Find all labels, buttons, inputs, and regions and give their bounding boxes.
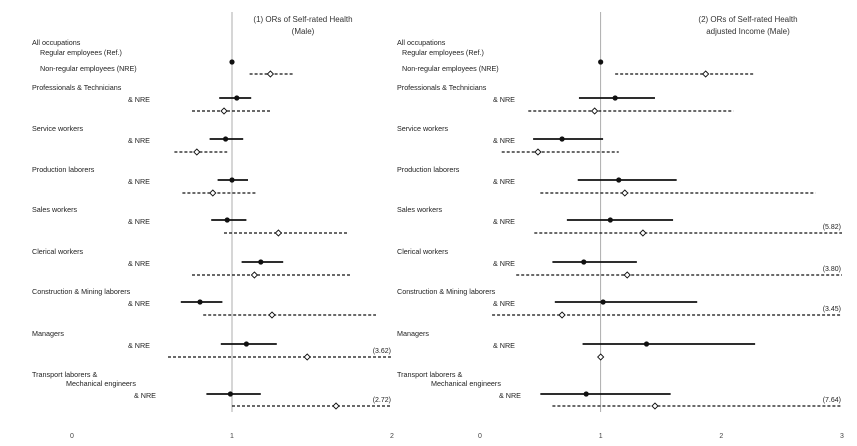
row-label: & NRE (134, 391, 156, 400)
truncated-ci-annotation: (2.72) (373, 397, 391, 404)
chart-title: (1) ORs of Self-rated Health (253, 15, 352, 24)
or-point-regular (227, 391, 233, 397)
truncated-ci-annotation: (3.80) (823, 266, 841, 273)
or-point-nre (209, 189, 217, 197)
or-point-nre (303, 353, 311, 361)
or-point-regular (643, 341, 650, 347)
row-label: Managers (397, 329, 429, 338)
row-label: & NRE (128, 341, 150, 350)
row-label: Production laborers (397, 165, 460, 174)
row-label: Construction & Mining laborers (397, 287, 496, 296)
x-tick-label: 0 (478, 433, 482, 440)
truncated-ci-annotation: (7.64) (823, 397, 841, 404)
or-point-nre (193, 148, 201, 156)
x-tick-label: 3 (840, 433, 844, 440)
or-point-nre (274, 229, 283, 237)
or-point-regular (223, 136, 229, 142)
row-label: All occupations (32, 38, 81, 47)
row-label: Service workers (397, 124, 449, 133)
row-label: & NRE (128, 217, 150, 226)
row-label: & NRE (128, 259, 150, 268)
x-tick-label: 2 (390, 433, 394, 440)
row-label: Transport laborers & (32, 370, 97, 379)
or-point-nre (597, 353, 605, 361)
row-label: Managers (32, 329, 64, 338)
or-point-regular (229, 177, 235, 183)
or-point-regular (234, 95, 240, 101)
or-point-regular (583, 391, 589, 397)
or-point-regular (559, 136, 565, 142)
or-point-nre (590, 107, 599, 115)
truncated-ci-annotation: (5.82) (823, 224, 841, 231)
row-label: & NRE (493, 217, 515, 226)
x-tick-label: 2 (719, 433, 723, 440)
row-label: & NRE (499, 391, 521, 400)
or-point-regular (243, 341, 249, 347)
row-label: & NRE (493, 299, 515, 308)
or-point-regular (598, 59, 604, 65)
chart-subtitle: adjusted Income (Male) (706, 27, 790, 36)
or-point-nre (651, 402, 659, 410)
or-point-regular (224, 217, 230, 223)
row-label: Regular employees (Ref.) (40, 48, 122, 57)
x-tick-label: 1 (599, 433, 603, 440)
row-label: & NRE (128, 95, 150, 104)
or-point-regular (258, 259, 264, 265)
chart-subtitle: (Male) (292, 27, 315, 36)
row-label: & NRE (128, 299, 150, 308)
or-point-nre (332, 402, 340, 410)
row-label: & NRE (493, 341, 515, 350)
chart-title: (2) ORs of Self-rated Health (698, 15, 797, 24)
row-label: Sales workers (397, 205, 443, 214)
or-point-nre (268, 311, 276, 319)
row-label: Non-regular employees (NRE) (402, 64, 499, 73)
row-label: Professionals & Technicians (32, 83, 122, 92)
or-point-nre (623, 271, 631, 279)
row-label: Clerical workers (32, 247, 84, 256)
row-label: & NRE (128, 136, 150, 145)
or-point-regular (229, 59, 235, 65)
row-label: Sales workers (32, 205, 78, 214)
row-label: Production laborers (32, 165, 95, 174)
row-label: Regular employees (Ref.) (402, 48, 484, 57)
or-point-regular (616, 177, 622, 183)
or-point-nre (639, 229, 647, 237)
or-point-regular (600, 299, 606, 305)
row-label: Transport laborers & (397, 370, 462, 379)
or-point-nre (558, 311, 566, 319)
row-label: & NRE (493, 259, 515, 268)
x-tick-label: 1 (230, 433, 234, 440)
row-label: Mechanical engineers (66, 379, 136, 388)
row-label: Mechanical engineers (431, 379, 501, 388)
or-point-nre (266, 70, 275, 78)
truncated-ci-annotation: (3.62) (373, 348, 391, 355)
or-point-nre (534, 148, 542, 156)
or-point-regular (607, 217, 613, 223)
row-label: & NRE (493, 95, 515, 104)
x-tick-label: 0 (70, 433, 74, 440)
or-point-regular (581, 259, 587, 265)
row-label: Service workers (32, 124, 84, 133)
or-point-regular (612, 95, 618, 101)
truncated-ci-annotation: (3.45) (823, 306, 841, 313)
row-label: Non-regular employees (NRE) (40, 64, 137, 73)
row-label: Construction & Mining laborers (32, 287, 131, 296)
row-label: & NRE (493, 136, 515, 145)
or-point-nre (220, 107, 228, 115)
or-point-nre (250, 271, 259, 279)
or-point-nre (621, 189, 629, 197)
or-point-regular (197, 299, 203, 305)
row-label: Professionals & Technicians (397, 83, 487, 92)
row-label: Clerical workers (397, 247, 449, 256)
row-label: All occupations (397, 38, 446, 47)
row-label: & NRE (128, 177, 150, 186)
row-label: & NRE (493, 177, 515, 186)
or-point-nre (702, 70, 710, 78)
